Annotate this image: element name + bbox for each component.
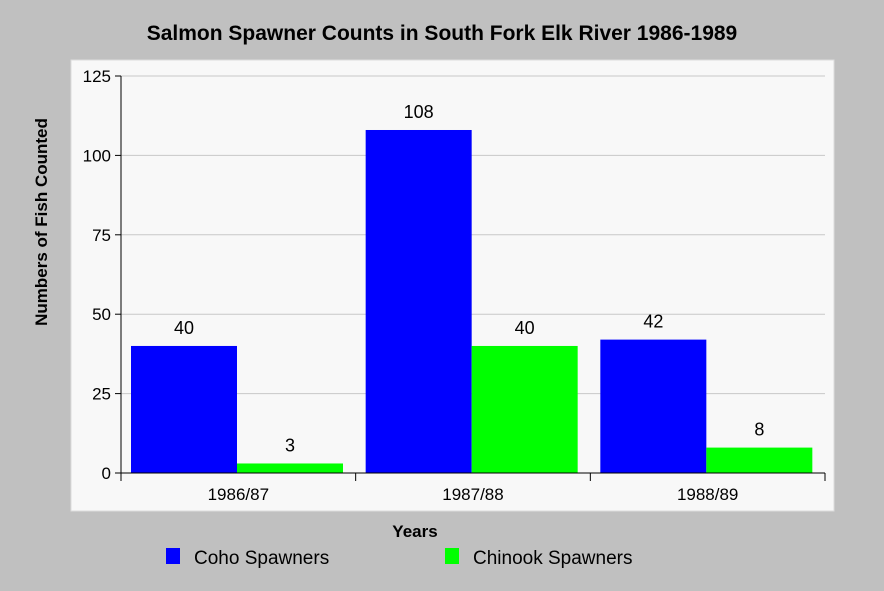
y-axis-title: Numbers of Fish Counted xyxy=(32,118,51,326)
labels-layer: 0 25 50 75 100 125 40 3 1986/87 108 40 1987/88 42 8 19… xyxy=(83,67,765,504)
data-label-coho-1986-87: 40 xyxy=(174,318,194,338)
bar-coho-1987-88 xyxy=(365,129,472,473)
data-label-chinook-1988-89: 8 xyxy=(754,420,764,440)
x-tick-label-1986-87: 1986/87 xyxy=(208,485,269,504)
data-label-chinook-1986-87: 3 xyxy=(285,435,295,455)
x-tick-label-1987-88: 1987/88 xyxy=(442,485,503,504)
bar-chinook-1986-87 xyxy=(237,463,343,473)
x-tick-label-1988-89: 1988/89 xyxy=(677,485,738,504)
data-label-coho-1988-89: 42 xyxy=(643,312,663,332)
y-tick-label-50: 50 xyxy=(92,305,111,324)
bars-layer xyxy=(131,129,813,473)
bar-chinook-1988-89 xyxy=(706,447,813,473)
y-tick-label-25: 25 xyxy=(92,385,111,404)
legend-label-chinook: Chinook Spawners xyxy=(473,548,632,569)
bar-coho-1986-87 xyxy=(131,345,237,473)
y-tick-label-75: 75 xyxy=(92,226,111,245)
y-tick-label-0: 0 xyxy=(102,464,111,483)
chart-title: Salmon Spawner Counts in South Fork Elk … xyxy=(147,22,738,45)
y-tick-label-100: 100 xyxy=(83,146,111,165)
data-label-chinook-1987-88: 40 xyxy=(515,318,535,338)
bar-chinook-1987-88 xyxy=(471,345,578,473)
legend: Coho Spawners Chinook Spawners xyxy=(166,548,632,569)
data-label-coho-1987-88: 108 xyxy=(404,102,434,122)
grid-layer xyxy=(121,75,825,395)
axes-layer xyxy=(115,75,826,481)
legend-label-coho: Coho Spawners xyxy=(194,548,329,569)
x-axis-title: Years xyxy=(392,522,437,541)
legend-swatch-coho xyxy=(166,548,180,564)
bar-coho-1988-89 xyxy=(600,339,707,473)
legend-swatch-chinook xyxy=(445,548,459,564)
y-tick-label-125: 125 xyxy=(83,67,111,86)
